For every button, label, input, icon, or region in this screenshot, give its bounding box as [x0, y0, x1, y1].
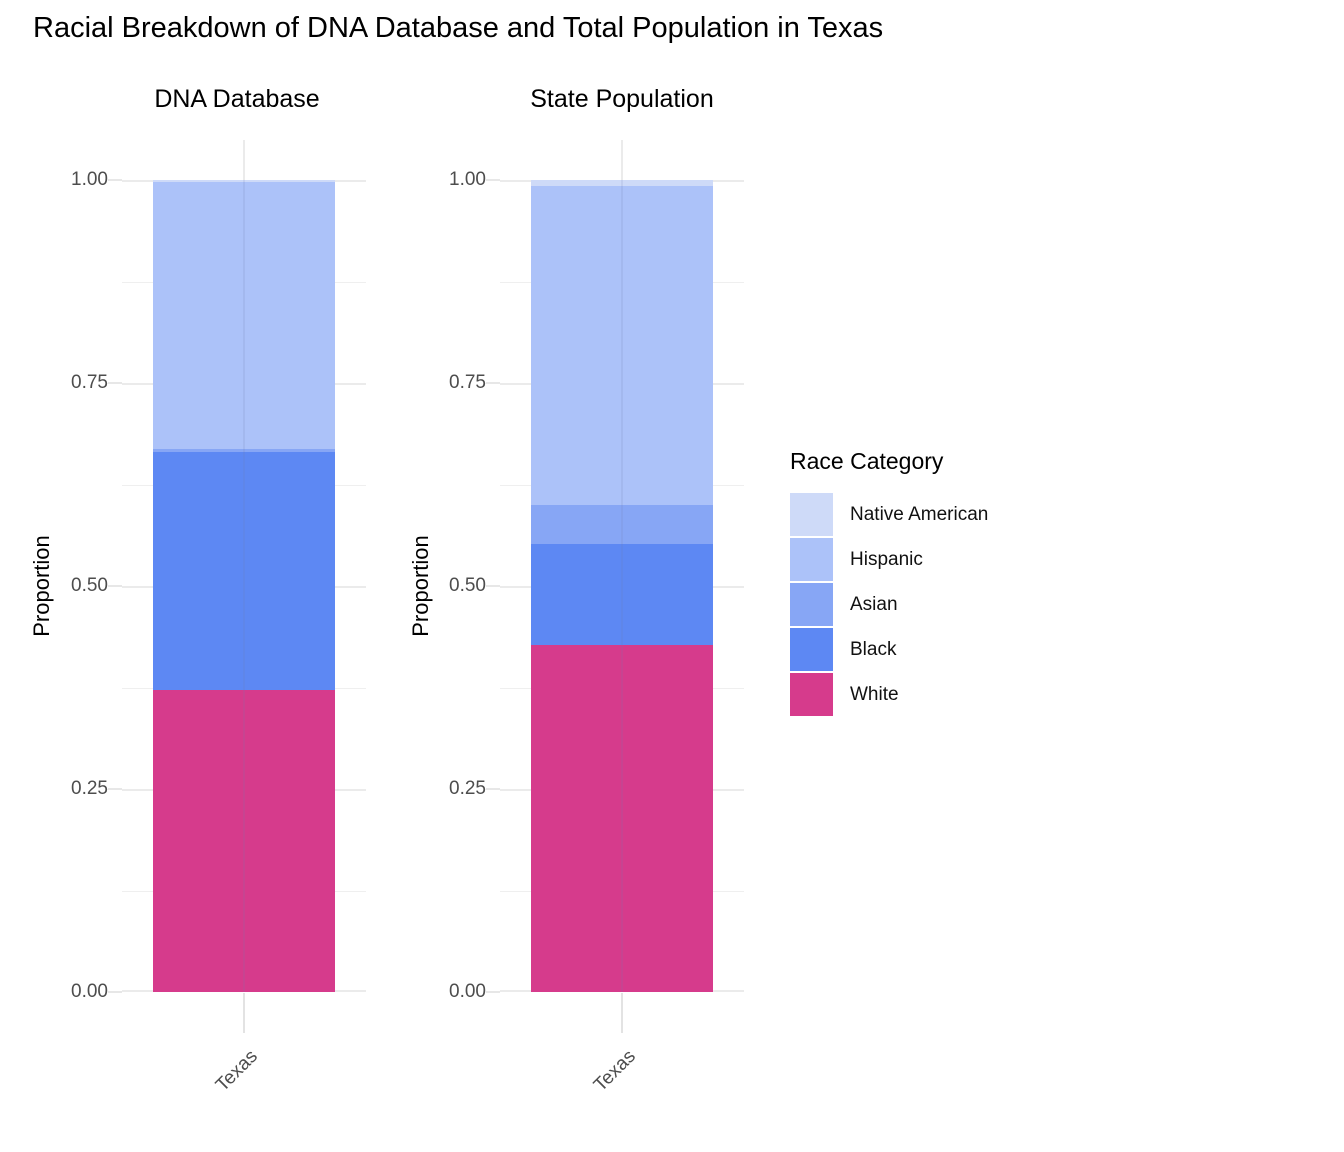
y-tick-label: 0.75 [71, 372, 108, 393]
y-tick-mark [486, 382, 500, 384]
bar-segment-hispanic [153, 182, 335, 449]
legend: Race Category Native American Hispanic A… [790, 448, 988, 718]
y-tick-label: 0.50 [449, 575, 486, 596]
stacked-bar-texas-dna [153, 180, 335, 992]
legend-item-black: Black [790, 628, 988, 671]
legend-swatch-white [790, 673, 833, 716]
y-tick-mark [486, 585, 500, 587]
bar-segment-white [153, 690, 335, 992]
x-tick-mark [243, 993, 245, 1033]
x-tick-label-texas: Texas [211, 1046, 262, 1096]
bar-segment-hispanic [531, 186, 713, 505]
bar-segment-white [531, 645, 713, 992]
chart-title: Racial Breakdown of DNA Database and Tot… [33, 12, 884, 44]
bar-centerline [621, 180, 623, 992]
bar-segment-native_american [153, 180, 335, 182]
bar-segment-native_american [531, 180, 713, 186]
y-tick-label: 0.75 [449, 372, 486, 393]
y-tick-label: 1.00 [71, 169, 108, 190]
y-tick-label: 0.00 [449, 981, 486, 1002]
legend-swatch-asian [790, 583, 833, 626]
y-tick-mark [108, 179, 122, 181]
y-tick-mark [108, 382, 122, 384]
legend-label: Native American [850, 503, 989, 525]
x-tick-mark [621, 993, 623, 1033]
legend-swatch-native-american [790, 493, 833, 536]
legend-item-white: White [790, 673, 988, 716]
bar-segment-black [531, 544, 713, 645]
y-tick-label: 0.50 [71, 575, 108, 596]
y-tick-mark [486, 179, 500, 181]
legend-label: Black [850, 638, 897, 660]
legend-label: Asian [850, 593, 898, 615]
y-tick-mark [108, 991, 122, 993]
legend-label: White [850, 683, 899, 705]
legend-label: Hispanic [850, 548, 923, 570]
y-tick-mark [486, 991, 500, 993]
legend-title: Race Category [790, 448, 944, 474]
y-tick-label: 1.00 [449, 169, 486, 190]
legend-swatch-black [790, 628, 833, 671]
bar-centerline [243, 180, 245, 992]
legend-swatch-hispanic [790, 538, 833, 581]
stacked-bar-texas-state [531, 180, 713, 992]
y-tick-label: 0.25 [71, 778, 108, 799]
y-tick-mark [108, 788, 122, 790]
bar-segment-asian [531, 505, 713, 544]
y-tick-label: 0.00 [71, 981, 108, 1002]
legend-item-asian: Asian [790, 583, 988, 626]
legend-item-native-american: Native American [790, 493, 988, 536]
legend-item-hispanic: Hispanic [790, 538, 988, 581]
y-tick-mark [108, 585, 122, 587]
y-tick-mark [486, 788, 500, 790]
y-tick-label: 0.25 [449, 778, 486, 799]
facet-title-state-population: State Population [530, 85, 714, 113]
plot-panel-state-population [500, 140, 744, 992]
plot-panel-dna-database [122, 140, 366, 992]
bar-segment-black [153, 452, 335, 690]
x-tick-label-texas: Texas [589, 1046, 640, 1096]
facet-title-dna-database: DNA Database [154, 85, 320, 113]
bar-segment-asian [153, 449, 335, 452]
